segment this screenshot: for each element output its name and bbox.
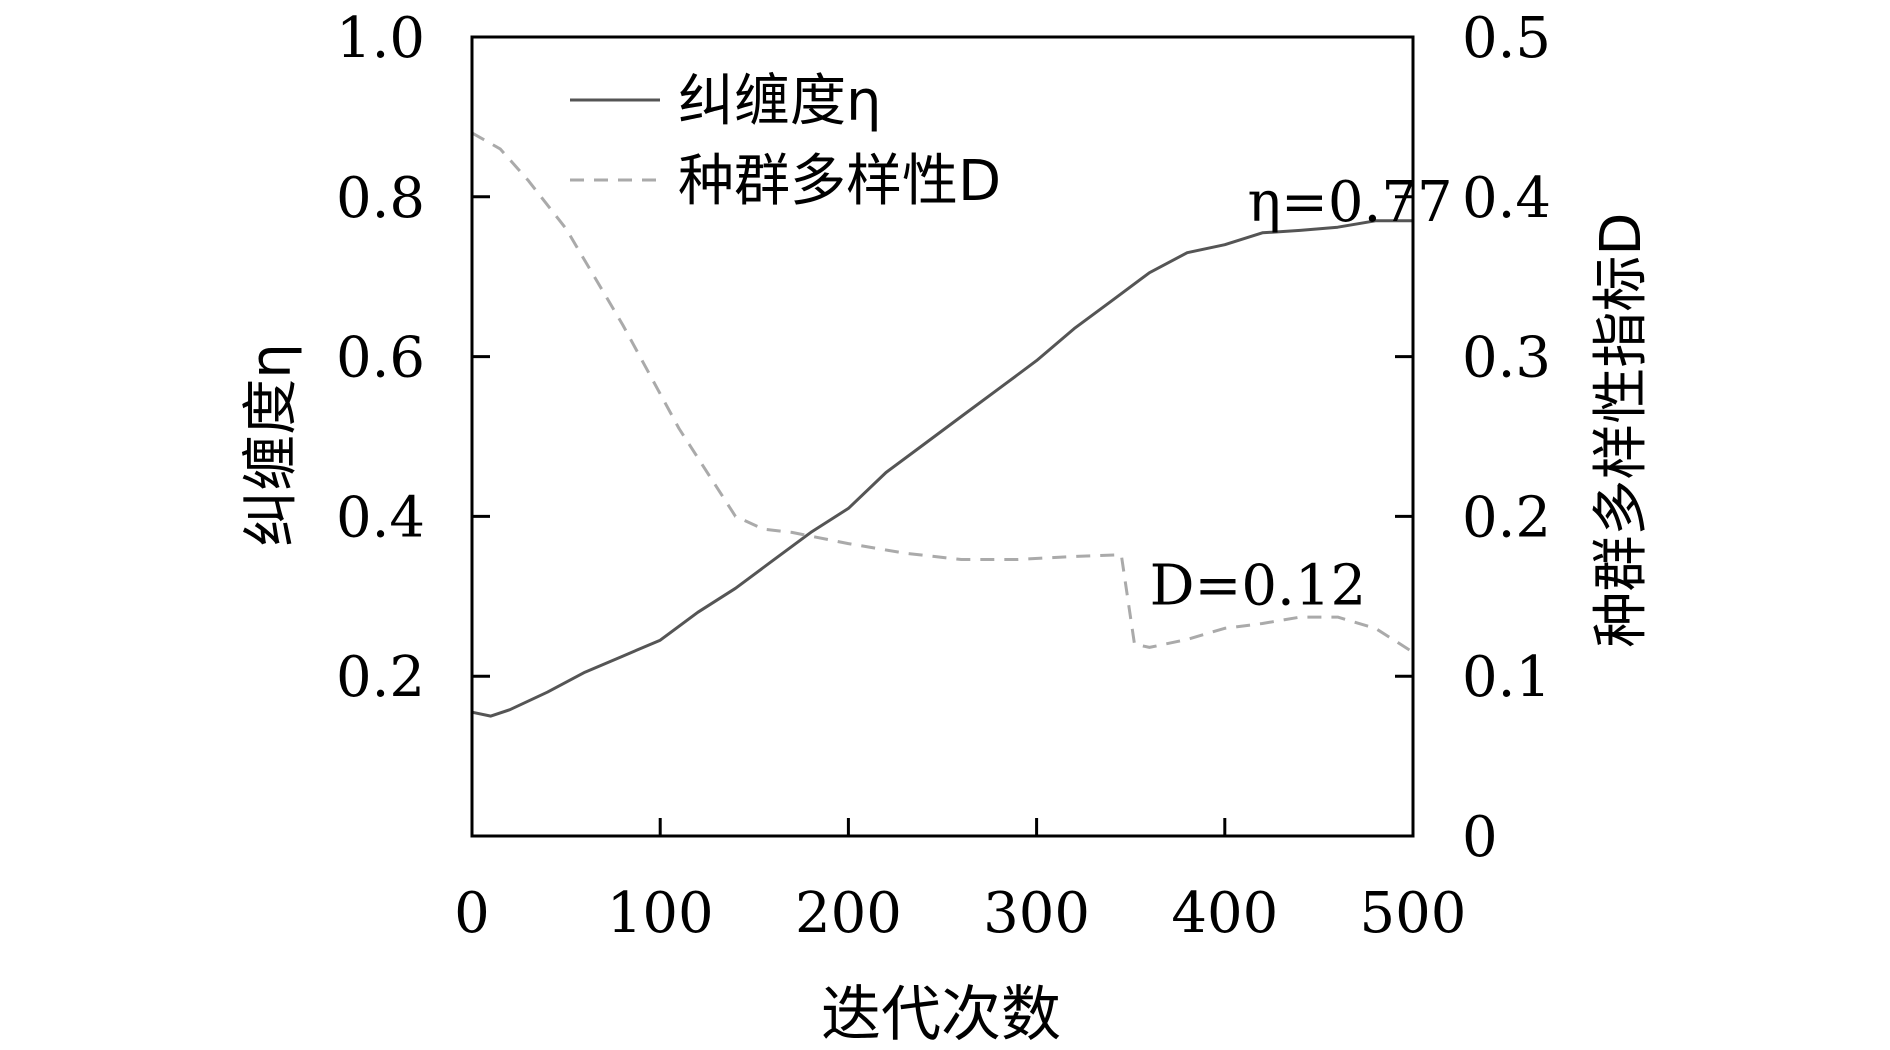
legend: 纠缠度η 种群多样性D [570, 69, 1001, 214]
y-right-tick-label: 0.2 [1462, 485, 1551, 550]
annotation-d: D=0.12 [1150, 553, 1367, 618]
series-layer [471, 131, 1414, 718]
plot-frame [470, 35, 1415, 838]
legend-label-entanglement: 纠缠度η [678, 69, 882, 134]
legend-label-diversity: 种群多样性D [678, 149, 1001, 214]
x-tick-label: 300 [983, 881, 1090, 946]
x-tick-label: 500 [1360, 881, 1467, 946]
y-left-tick-label: 0.8 [336, 166, 425, 231]
y-right-tick-label: 0.5 [1462, 6, 1551, 71]
y-left-tick-label: 1.0 [336, 6, 425, 71]
annotation-eta: η=0.77 [1247, 170, 1452, 235]
x-tick-label: 400 [1171, 881, 1278, 946]
y-left-tick-label: 0.6 [336, 326, 425, 391]
entanglement-line [471, 219, 1413, 718]
ticks-layer [470, 35, 1415, 838]
y-left-tick-label: 0.4 [336, 485, 425, 550]
labels-layer: 0 100 200 300 400 500 0.2 0.4 0.6 0.8 1.0 0 0.1 0.2 0.… [336, 6, 1551, 946]
diversity-line [471, 131, 1414, 654]
y-right-tick-label: 0.3 [1462, 326, 1551, 391]
y-axis-label-right: 种群多样性指标D [1589, 212, 1654, 647]
y-right-tick-label: 0.4 [1462, 166, 1551, 231]
x-tick-label: 100 [607, 881, 714, 946]
y-axis-label-left: 纠缠度η [239, 343, 304, 547]
x-axis-label: 迭代次数 [821, 980, 1061, 1050]
y-right-tick-label: 0 [1462, 805, 1498, 870]
y-right-tick-label: 0.1 [1462, 645, 1551, 710]
x-tick-label: 0 [454, 881, 490, 946]
x-tick-label: 200 [795, 881, 902, 946]
y-left-tick-label: 0.2 [336, 645, 425, 710]
